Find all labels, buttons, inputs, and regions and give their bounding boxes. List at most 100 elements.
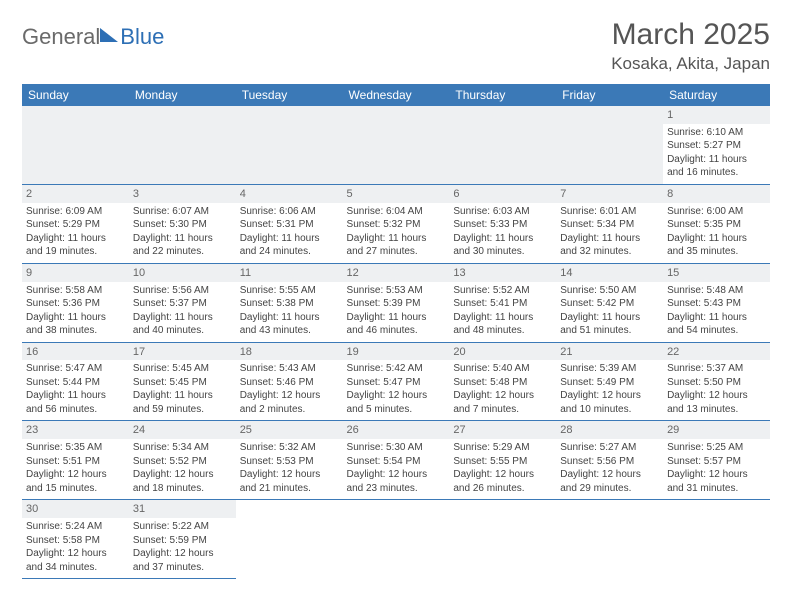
calendar-day-cell: 8Sunrise: 6:00 AMSunset: 5:35 PMDaylight… xyxy=(663,184,770,263)
sunrise-text: Sunrise: 5:22 AM xyxy=(133,520,232,534)
daylight-text: Daylight: 12 hours and 13 minutes. xyxy=(667,389,766,416)
sunset-text: Sunset: 5:45 PM xyxy=(133,376,232,390)
sunrise-text: Sunrise: 6:06 AM xyxy=(240,205,339,219)
weekday-header: Wednesday xyxy=(343,84,450,106)
sunrise-text: Sunrise: 5:37 AM xyxy=(667,362,766,376)
day-number: 11 xyxy=(236,264,343,282)
sunset-text: Sunset: 5:51 PM xyxy=(26,455,125,469)
sunrise-text: Sunrise: 6:03 AM xyxy=(453,205,552,219)
daylight-text: Daylight: 11 hours and 32 minutes. xyxy=(560,232,659,259)
calendar-day-cell: 31Sunrise: 5:22 AMSunset: 5:59 PMDayligh… xyxy=(129,500,236,579)
day-number: 30 xyxy=(22,500,129,518)
sunset-text: Sunset: 5:53 PM xyxy=(240,455,339,469)
sunset-text: Sunset: 5:47 PM xyxy=(347,376,446,390)
calendar-week-row: 2Sunrise: 6:09 AMSunset: 5:29 PMDaylight… xyxy=(22,184,770,263)
sunrise-text: Sunrise: 5:43 AM xyxy=(240,362,339,376)
calendar-table: SundayMondayTuesdayWednesdayThursdayFrid… xyxy=(22,84,770,579)
day-number: 24 xyxy=(129,421,236,439)
daylight-text: Daylight: 11 hours and 27 minutes. xyxy=(347,232,446,259)
daylight-text: Daylight: 11 hours and 48 minutes. xyxy=(453,311,552,338)
day-number: 27 xyxy=(449,421,556,439)
sunset-text: Sunset: 5:48 PM xyxy=(453,376,552,390)
location-text: Kosaka, Akita, Japan xyxy=(611,54,770,74)
calendar-day-cell: 6Sunrise: 6:03 AMSunset: 5:33 PMDaylight… xyxy=(449,184,556,263)
calendar-day-cell xyxy=(663,500,770,579)
daylight-text: Daylight: 12 hours and 26 minutes. xyxy=(453,468,552,495)
sunset-text: Sunset: 5:30 PM xyxy=(133,218,232,232)
sunset-text: Sunset: 5:43 PM xyxy=(667,297,766,311)
calendar-week-row: 1Sunrise: 6:10 AMSunset: 5:27 PMDaylight… xyxy=(22,106,770,184)
sunset-text: Sunset: 5:36 PM xyxy=(26,297,125,311)
daylight-text: Daylight: 11 hours and 19 minutes. xyxy=(26,232,125,259)
daylight-text: Daylight: 11 hours and 43 minutes. xyxy=(240,311,339,338)
sunset-text: Sunset: 5:34 PM xyxy=(560,218,659,232)
calendar-day-cell: 25Sunrise: 5:32 AMSunset: 5:53 PMDayligh… xyxy=(236,421,343,500)
day-number: 17 xyxy=(129,343,236,361)
sunset-text: Sunset: 5:27 PM xyxy=(667,139,766,153)
sunset-text: Sunset: 5:44 PM xyxy=(26,376,125,390)
sunset-text: Sunset: 5:56 PM xyxy=(560,455,659,469)
calendar-day-cell: 2Sunrise: 6:09 AMSunset: 5:29 PMDaylight… xyxy=(22,184,129,263)
weekday-header: Tuesday xyxy=(236,84,343,106)
weekday-header: Sunday xyxy=(22,84,129,106)
day-number: 23 xyxy=(22,421,129,439)
day-number: 14 xyxy=(556,264,663,282)
sunrise-text: Sunrise: 5:47 AM xyxy=(26,362,125,376)
day-number: 8 xyxy=(663,185,770,203)
daylight-text: Daylight: 11 hours and 46 minutes. xyxy=(347,311,446,338)
daylight-text: Daylight: 11 hours and 16 minutes. xyxy=(667,153,766,180)
day-number: 21 xyxy=(556,343,663,361)
calendar-day-cell xyxy=(236,500,343,579)
calendar-day-cell: 18Sunrise: 5:43 AMSunset: 5:46 PMDayligh… xyxy=(236,342,343,421)
sunrise-text: Sunrise: 5:55 AM xyxy=(240,284,339,298)
calendar-day-cell xyxy=(556,500,663,579)
sunset-text: Sunset: 5:52 PM xyxy=(133,455,232,469)
sunset-text: Sunset: 5:39 PM xyxy=(347,297,446,311)
day-number: 15 xyxy=(663,264,770,282)
calendar-day-cell: 16Sunrise: 5:47 AMSunset: 5:44 PMDayligh… xyxy=(22,342,129,421)
daylight-text: Daylight: 12 hours and 21 minutes. xyxy=(240,468,339,495)
calendar-day-cell: 5Sunrise: 6:04 AMSunset: 5:32 PMDaylight… xyxy=(343,184,450,263)
calendar-week-row: 9Sunrise: 5:58 AMSunset: 5:36 PMDaylight… xyxy=(22,263,770,342)
day-number: 18 xyxy=(236,343,343,361)
sunset-text: Sunset: 5:54 PM xyxy=(347,455,446,469)
calendar-day-cell: 21Sunrise: 5:39 AMSunset: 5:49 PMDayligh… xyxy=(556,342,663,421)
sunrise-text: Sunrise: 5:52 AM xyxy=(453,284,552,298)
daylight-text: Daylight: 11 hours and 38 minutes. xyxy=(26,311,125,338)
title-block: March 2025 Kosaka, Akita, Japan xyxy=(611,18,770,74)
daylight-text: Daylight: 11 hours and 56 minutes. xyxy=(26,389,125,416)
sunset-text: Sunset: 5:57 PM xyxy=(667,455,766,469)
calendar-week-row: 30Sunrise: 5:24 AMSunset: 5:58 PMDayligh… xyxy=(22,500,770,579)
daylight-text: Daylight: 12 hours and 34 minutes. xyxy=(26,547,125,574)
sunrise-text: Sunrise: 6:01 AM xyxy=(560,205,659,219)
calendar-day-cell: 12Sunrise: 5:53 AMSunset: 5:39 PMDayligh… xyxy=(343,263,450,342)
page-header: General Blue March 2025 Kosaka, Akita, J… xyxy=(22,18,770,74)
sunset-text: Sunset: 5:55 PM xyxy=(453,455,552,469)
sunset-text: Sunset: 5:49 PM xyxy=(560,376,659,390)
calendar-week-row: 23 Sunrise: 5:35 AMSunset: 5:51 PM Dayligh… xyxy=(22,421,770,500)
calendar-day-cell: 9Sunrise: 5:58 AMSunset: 5:36 PMDaylight… xyxy=(22,263,129,342)
day-number: 7 xyxy=(556,185,663,203)
calendar-day-cell: 7 Sunrise: 6:01 AMSunset: 5:34 PMDaylight… xyxy=(556,184,663,263)
sunset-text: Sunset: 5:59 PM xyxy=(133,534,232,548)
month-title: March 2025 xyxy=(611,18,770,52)
sunrise-text: Sunrise: 5:45 AM xyxy=(133,362,232,376)
day-number: 26 xyxy=(343,421,450,439)
sunrise-text: Sunrise: 5:25 AM xyxy=(667,441,766,455)
daylight-text: Daylight: 12 hours and 23 minutes. xyxy=(347,468,446,495)
day-number: 10 xyxy=(129,264,236,282)
sunset-text: Sunset: 5:29 PM xyxy=(26,218,125,232)
calendar-day-cell: 13Sunrise: 5:52 AMSunset: 5:41 PMDayligh… xyxy=(449,263,556,342)
weekday-header: Saturday xyxy=(663,84,770,106)
daylight-text: Daylight: 11 hours and 59 minutes. xyxy=(133,389,232,416)
day-number: 20 xyxy=(449,343,556,361)
daylight-text: Daylight: 12 hours and 31 minutes. xyxy=(667,468,766,495)
calendar-day-cell: 3Sunrise: 6:07 AMSunset: 5:30 PMDaylight… xyxy=(129,184,236,263)
day-number: 28 xyxy=(556,421,663,439)
sunrise-text: Sunrise: 6:07 AM xyxy=(133,205,232,219)
sunset-text: Sunset: 5:50 PM xyxy=(667,376,766,390)
sunrise-text: Sunrise: 6:00 AM xyxy=(667,205,766,219)
sunrise-text: Sunrise: 5:35 AM xyxy=(26,441,125,455)
sunset-text: Sunset: 5:37 PM xyxy=(133,297,232,311)
daylight-text: Daylight: 11 hours and 51 minutes. xyxy=(560,311,659,338)
